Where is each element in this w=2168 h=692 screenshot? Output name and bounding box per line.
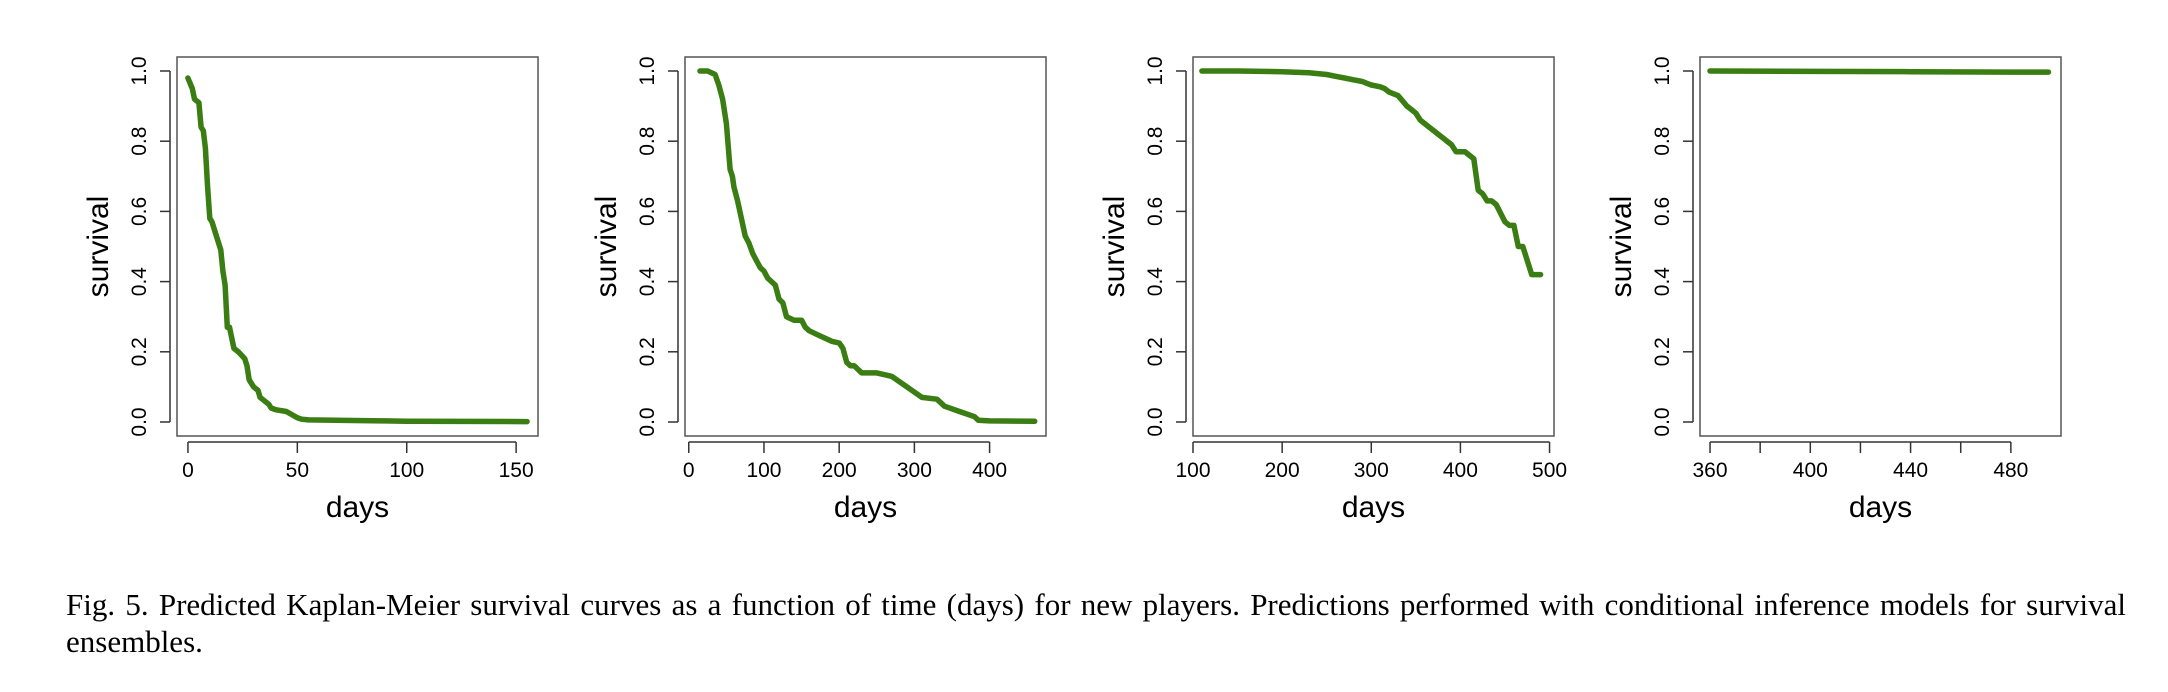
y-tick-label: 0.0 (1144, 407, 1167, 436)
plot-frame (684, 56, 1047, 437)
chart-panel-1: 0 50 100 150 0.0 0.2 0.4 0.6 0.8 1.0 days survival (82, 56, 539, 524)
x-tick-label: 400 (1793, 459, 1828, 482)
survival-curve-1 (697, 68, 1038, 425)
y-tick-label: 1.0 (1144, 56, 1167, 85)
x-tick-label: 400 (972, 459, 1007, 482)
x-tick-label: 100 (389, 459, 424, 482)
x-tick-label: 440 (1893, 459, 1928, 482)
x-tick-label: 300 (897, 459, 932, 482)
plot-frame (1699, 56, 2062, 437)
x-tick-label: 200 (1265, 459, 1300, 482)
figure-caption: Fig. 5. Predicted Kaplan-Meier survival … (66, 587, 2126, 659)
y-tick-label: 0.2 (1144, 337, 1167, 366)
x-tick-label: 480 (1993, 459, 2028, 482)
x-axis-title: days (834, 491, 897, 524)
x-tick-label: 360 (1693, 459, 1728, 482)
survival-curve-1 (185, 75, 530, 425)
plot-frame (176, 56, 539, 437)
x-tick-label: 0 (182, 459, 194, 482)
y-tick-label: 0.2 (1651, 337, 1674, 366)
plot-frame (1192, 56, 1555, 437)
survival-curve-1 (1199, 68, 1544, 278)
x-tick-label: 500 (1532, 459, 1567, 482)
y-tick-label: 0.6 (128, 197, 151, 226)
y-tick-label: 0.4 (128, 267, 151, 297)
y-axis-title: survival (82, 196, 115, 298)
x-tick-label: 0 (683, 459, 695, 482)
x-tick-label: 300 (1354, 459, 1389, 482)
x-axis-title: days (1849, 491, 1912, 524)
y-tick-label: 0.0 (636, 407, 659, 436)
survival-curve-1 (1707, 68, 2052, 75)
x-tick-label: 200 (822, 459, 857, 482)
y-tick-label: 0.8 (128, 127, 151, 156)
y-tick-label: 0.0 (1651, 407, 1674, 436)
chart-panel-4: 360 400 440 480 0.0 0.2 0.4 0.6 0.8 1.0 days surviv… (1605, 56, 2062, 524)
y-tick-label: 0.4 (1144, 267, 1167, 297)
x-tick-label: 400 (1443, 459, 1478, 482)
y-tick-label: 0.6 (1651, 197, 1674, 226)
y-tick-label: 0.8 (1651, 127, 1674, 156)
y-tick-label: 0.6 (636, 197, 659, 226)
y-tick-label: 0.6 (1144, 197, 1167, 226)
x-tick-label: 100 (1175, 459, 1210, 482)
y-axis-title: survival (590, 196, 623, 298)
x-tick-label: 100 (746, 459, 781, 482)
y-tick-label: 0.4 (636, 267, 659, 297)
y-axis-title: survival (1605, 196, 1638, 298)
y-tick-label: 0.8 (1144, 127, 1167, 156)
y-tick-label: 0.8 (636, 127, 659, 156)
y-tick-label: 1.0 (636, 56, 659, 85)
chart-panel-3: 100 200 300 400 500 0.0 0.2 0.4 0.6 0.8 1.0 days sur… (1098, 56, 1567, 524)
y-axis-title: survival (1098, 196, 1131, 298)
x-axis-title: days (326, 491, 389, 524)
y-tick-label: 0.2 (128, 337, 151, 366)
x-tick-label: 150 (499, 459, 534, 482)
y-tick-label: 0.2 (636, 337, 659, 366)
x-tick-label: 50 (286, 459, 309, 482)
y-tick-label: 0.4 (1651, 267, 1674, 297)
y-tick-label: 1.0 (128, 56, 151, 85)
x-axis-title: days (1342, 491, 1405, 524)
chart-panel-2: 0 100 200 300 400 0.0 0.2 0.4 0.6 0.8 1.0 days survi… (590, 56, 1047, 524)
y-tick-label: 1.0 (1651, 56, 1674, 85)
y-tick-label: 0.0 (128, 407, 151, 436)
